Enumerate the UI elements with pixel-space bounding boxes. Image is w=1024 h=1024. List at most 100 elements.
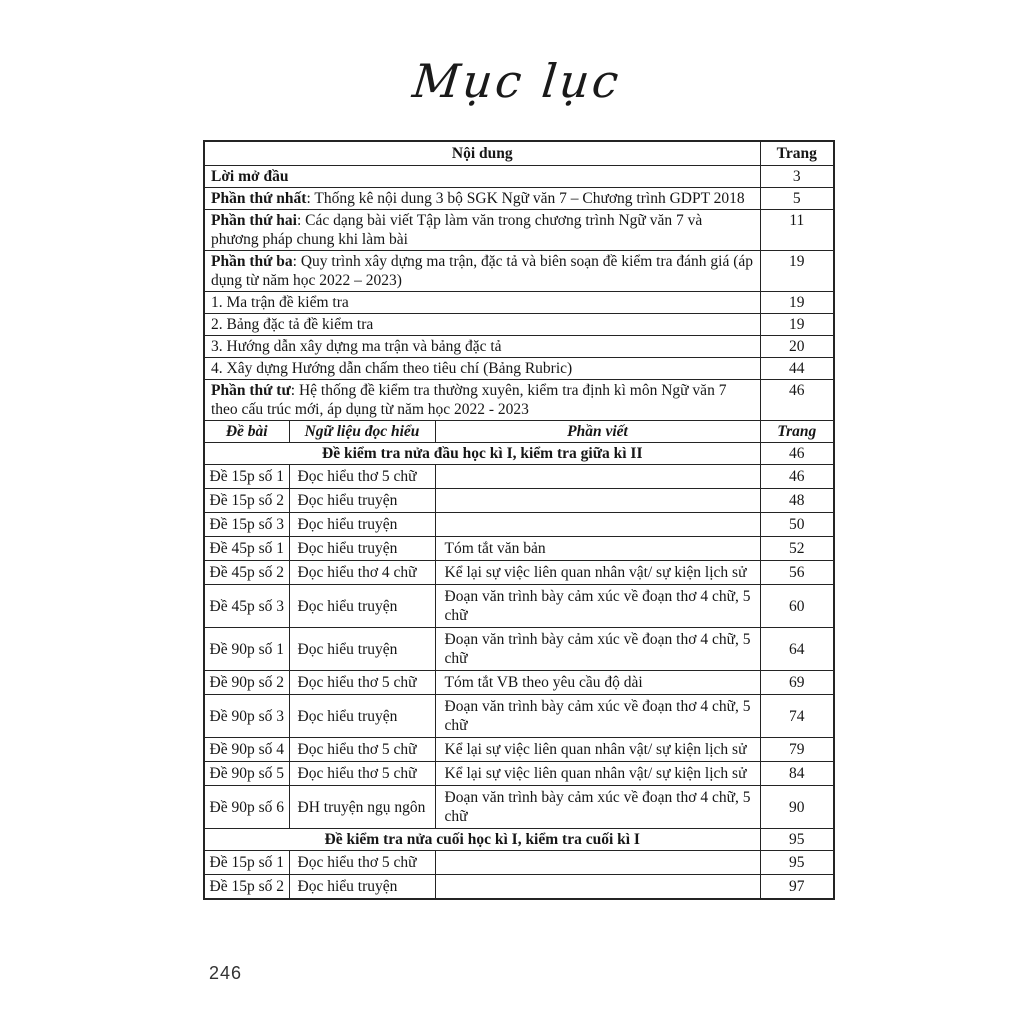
exam-row: Đề 15p số 1 Đọc hiểu thơ 5 chữ 46 [203, 464, 835, 489]
exam-ngu-cell: Đọc hiểu thơ 5 chữ [288, 464, 436, 489]
exam-page-cell: 79 [759, 737, 835, 762]
exam-de-cell: Đề 15p số 1 [203, 850, 290, 875]
toc-row-text: 2. Bảng đặc tả đề kiểm tra [211, 316, 374, 333]
exam-ngu-cell: Đọc hiểu truyện [288, 512, 436, 537]
exam-viet-cell: Kể lại sự việc liên quan nhân vật/ sự ki… [434, 761, 761, 786]
toc-row-content: 4. Xây dựng Hướng dẫn chấm theo tiêu chí… [203, 357, 761, 380]
exam-row: Đề 45p số 2 Đọc hiểu thơ 4 chữ Kể lại sự… [203, 560, 835, 585]
exam-section-title: Đề kiểm tra nửa cuối học kì I, kiểm tra … [203, 828, 761, 851]
exam-page-cell: 48 [759, 488, 835, 513]
toc-row: 3. Hướng dẫn xây dựng ma trận và bảng đặ… [203, 335, 835, 358]
exam-de-cell: Đề 90p số 2 [203, 670, 290, 695]
toc-header-content: Nội dung [203, 140, 761, 166]
toc-table: Nội dung Trang Lời mở đầu 3 Phần thứ nhấ… [203, 140, 836, 900]
exam-de-cell: Đề 90p số 3 [203, 694, 290, 738]
exam-ngu-cell: Đọc hiểu truyện [288, 627, 436, 671]
exam-viet-cell [434, 464, 761, 489]
toc-row-text: 4. Xây dựng Hướng dẫn chấm theo tiêu chí… [211, 360, 573, 377]
toc-row-page: 3 [759, 165, 835, 188]
exam-row: Đề 90p số 1 Đọc hiểu truyện Đoạn văn trì… [203, 627, 835, 671]
exam-viet-cell: Kể lại sự việc liên quan nhân vật/ sự ki… [434, 560, 761, 585]
toc-row-page: 19 [759, 250, 835, 292]
exam-de-cell: Đề 15p số 2 [203, 874, 290, 900]
exam-page-cell: 95 [759, 850, 835, 875]
exam-ngu-cell: Đọc hiểu thơ 5 chữ [288, 737, 436, 762]
page-number: 246 [209, 963, 243, 983]
exam-row: Đề 15p số 1 Đọc hiểu thơ 5 chữ 95 [203, 850, 835, 875]
exam-page-cell: 97 [759, 874, 835, 900]
exam-row: Đề 90p số 4 Đọc hiểu thơ 5 chữ Kể lại sự… [203, 737, 835, 762]
exam-de-cell: Đề 15p số 3 [203, 512, 290, 537]
toc-header-row: Nội dung Trang [203, 140, 835, 166]
exam-de-cell: Đề 15p số 1 [203, 464, 290, 489]
toc-header-page: Trang [759, 140, 835, 166]
exam-de-cell: Đề 90p số 4 [203, 737, 290, 762]
exam-row: Đề 90p số 6 ĐH truyện ngụ ngôn Đoạn văn … [203, 785, 835, 829]
toc-row: Lời mở đầu 3 [203, 165, 835, 188]
toc-row-bold-label: Phần thứ nhất [211, 190, 307, 207]
toc-row-content: 2. Bảng đặc tả đề kiểm tra [203, 313, 761, 336]
toc-row-text: : Thống kê nội dung 3 bộ SGK Ngữ văn 7 –… [306, 190, 745, 207]
exam-section-row: Đề kiểm tra nửa đầu học kì I, kiểm tra g… [203, 442, 835, 465]
exam-page-cell: 56 [759, 560, 835, 585]
exam-page-cell: 69 [759, 670, 835, 695]
exam-header-phan-viet: Phần viết [434, 420, 761, 443]
exam-ngu-cell: Đọc hiểu truyện [288, 488, 436, 513]
exam-viet-cell: Đoạn văn trình bày cảm xúc về đoạn thơ 4… [434, 584, 761, 628]
toc-row-bold-label: Phần thứ hai [211, 212, 297, 229]
exam-viet-cell [434, 874, 761, 900]
exam-header-de-bai: Đề bài [203, 420, 290, 443]
exam-de-cell: Đề 45p số 2 [203, 560, 290, 585]
page-title: Mục lục [410, 54, 624, 108]
exam-page-cell: 74 [759, 694, 835, 738]
exam-section-page: 95 [759, 828, 835, 851]
exam-section-page: 46 [759, 442, 835, 465]
exam-row: Đề 45p số 1 Đọc hiểu truyện Tóm tắt văn … [203, 536, 835, 561]
exam-row: Đề 90p số 3 Đọc hiểu truyện Đoạn văn trì… [203, 694, 835, 738]
toc-row: 1. Ma trận đề kiểm tra 19 [203, 291, 835, 314]
toc-row-bold-label: Phần thứ tư [211, 382, 291, 399]
exam-ngu-cell: Đọc hiểu truyện [288, 584, 436, 628]
toc-row-text: : Quy trình xây dựng ma trận, đặc tả và … [211, 253, 754, 289]
toc-row: Phần thứ nhất: Thống kê nội dung 3 bộ SG… [203, 187, 835, 210]
toc-row-text: 3. Hướng dẫn xây dựng ma trận và bảng đặ… [211, 338, 502, 355]
toc-row-content: Phần thứ hai: Các dạng bài viết Tập làm … [203, 209, 761, 251]
exam-page-cell: 90 [759, 785, 835, 829]
toc-row-text: : Các dạng bài viết Tập làm văn trong ch… [211, 212, 703, 248]
exam-row: Đề 15p số 2 Đọc hiểu truyện 48 [203, 488, 835, 513]
exam-de-cell: Đề 45p số 3 [203, 584, 290, 628]
toc-row: Phần thứ hai: Các dạng bài viết Tập làm … [203, 209, 835, 251]
exam-page-cell: 50 [759, 512, 835, 537]
toc-row-text: 1. Ma trận đề kiểm tra [211, 294, 349, 311]
exam-row: Đề 90p số 2 Đọc hiểu thơ 5 chữ Tóm tắt V… [203, 670, 835, 695]
exam-de-cell: Đề 90p số 1 [203, 627, 290, 671]
toc-row: Phần thứ tư: Hệ thống đề kiểm tra thường… [203, 379, 835, 421]
exam-viet-cell [434, 488, 761, 513]
exam-row: Đề 15p số 2 Đọc hiểu truyện 97 [203, 874, 835, 900]
exam-viet-cell [434, 850, 761, 875]
exam-viet-cell: Tóm tắt VB theo yêu cầu độ dài [434, 670, 761, 695]
exam-ngu-cell: Đọc hiểu truyện [288, 874, 436, 900]
exam-viet-cell: Kể lại sự việc liên quan nhân vật/ sự ki… [434, 737, 761, 762]
exam-page-cell: 52 [759, 536, 835, 561]
exam-viet-cell: Đoạn văn trình bày cảm xúc về đoạn thơ 4… [434, 627, 761, 671]
toc-row-content: Phần thứ ba: Quy trình xây dựng ma trận,… [203, 250, 761, 292]
exam-header-trang: Trang [759, 420, 835, 443]
exam-ngu-cell: ĐH truyện ngụ ngôn [288, 785, 436, 829]
exam-de-cell: Đề 15p số 2 [203, 488, 290, 513]
exam-section-row: Đề kiểm tra nửa cuối học kì I, kiểm tra … [203, 828, 835, 851]
exam-header-row: Đề bài Ngữ liệu đọc hiểu Phần viết Trang [203, 420, 835, 443]
toc-row-bold-label: Phần thứ ba [211, 253, 293, 270]
exam-viet-cell: Đoạn văn trình bày cảm xúc về đoạn thơ 4… [434, 785, 761, 829]
exam-page-cell: 84 [759, 761, 835, 786]
exam-ngu-cell: Đọc hiểu thơ 4 chữ [288, 560, 436, 585]
toc-row: 2. Bảng đặc tả đề kiểm tra 19 [203, 313, 835, 336]
exam-page-cell: 60 [759, 584, 835, 628]
toc-row-page: 19 [759, 291, 835, 314]
exam-ngu-cell: Đọc hiểu thơ 5 chữ [288, 850, 436, 875]
exam-de-cell: Đề 45p số 1 [203, 536, 290, 561]
exam-de-cell: Đề 90p số 5 [203, 761, 290, 786]
exam-ngu-cell: Đọc hiểu thơ 5 chữ [288, 761, 436, 786]
toc-row-bold-label: Lời mở đầu [211, 168, 289, 185]
